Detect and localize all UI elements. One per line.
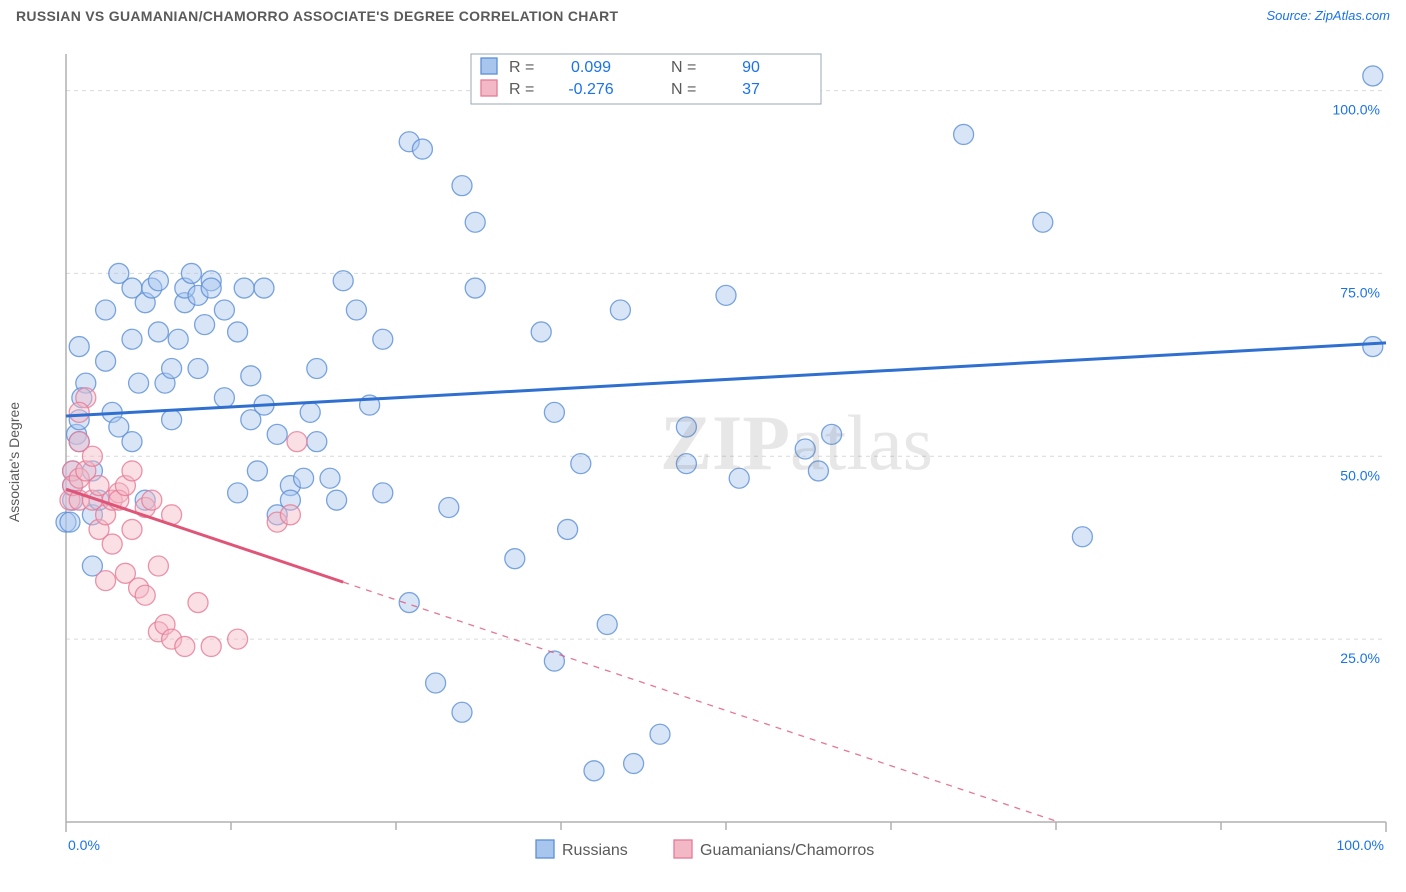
svg-text:75.0%: 75.0%: [1340, 284, 1380, 300]
source-label: Source: ZipAtlas.com: [1266, 8, 1390, 23]
svg-text:37: 37: [742, 81, 760, 98]
svg-text:Russians: Russians: [562, 842, 628, 859]
svg-text:90: 90: [742, 59, 760, 76]
svg-text:0.099: 0.099: [571, 59, 611, 76]
svg-text:50.0%: 50.0%: [1340, 467, 1380, 483]
svg-text:R =: R =: [509, 59, 534, 76]
svg-text:Guamanians/Chamorros: Guamanians/Chamorros: [700, 842, 874, 859]
page-title: RUSSIAN VS GUAMANIAN/CHAMORRO ASSOCIATE'…: [16, 8, 618, 24]
chart-container: Associate's Degree 25.0%50.0%75.0%100.0%…: [16, 40, 1390, 884]
y-axis-label: Associate's Degree: [6, 402, 22, 522]
scatter-chart: 25.0% 50.0% 75.0% 100.0% 0.0% 100.0% R = 0.099 N…: [16, 40, 1390, 880]
svg-text:100.0%: 100.0%: [1333, 102, 1380, 118]
svg-text:N =: N =: [671, 59, 696, 76]
svg-text:100.0%: 100.0%: [1337, 837, 1384, 853]
svg-text:25.0%: 25.0%: [1340, 650, 1380, 666]
svg-text:N =: N =: [671, 81, 696, 98]
svg-text:0.0%: 0.0%: [68, 837, 100, 853]
svg-text:-0.276: -0.276: [568, 81, 613, 98]
svg-text:R =: R =: [509, 81, 534, 98]
